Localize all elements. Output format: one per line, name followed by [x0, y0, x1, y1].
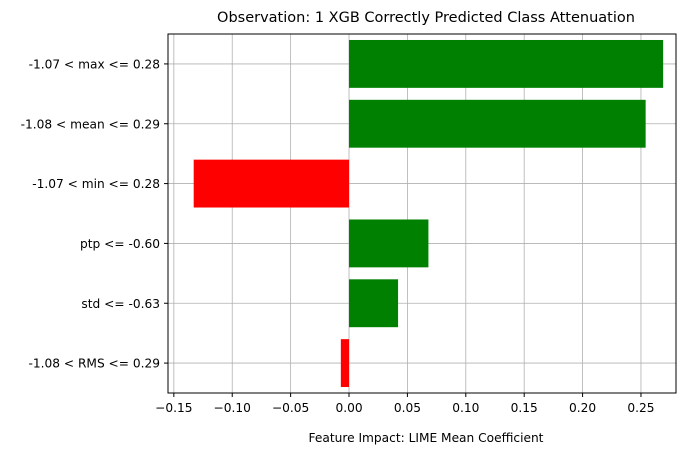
y-tick-label: -1.07 < max <= 0.28: [29, 57, 160, 71]
x-tick-label: 0.15: [511, 401, 538, 415]
bar: [340, 339, 350, 388]
x-tick-label: 0.10: [452, 401, 479, 415]
plot-frame: [167, 33, 677, 394]
x-axis-label: Feature Impact: LIME Mean Coefficient: [309, 431, 544, 445]
y-tick-label: std <= -0.63: [81, 297, 160, 311]
bar: [193, 159, 350, 208]
y-tick-label: -1.08 < RMS <= 0.29: [28, 357, 160, 371]
bar: [349, 99, 646, 148]
x-axis: −0.15 −0.10 −0.05 0.00 0.05 0.10 0.15 0.20 0.25: [155, 393, 655, 415]
bars: [193, 39, 664, 388]
x-tick-label: 0.25: [627, 401, 654, 415]
y-axis: -1.07 < max <= 0.28 -1.08 < mean <= 0.29 -…: [21, 57, 168, 371]
y-tick-label: ptp <= -0.60: [80, 237, 160, 251]
bar: [349, 279, 399, 328]
y-tick-label: -1.08 < mean <= 0.29: [21, 117, 160, 131]
y-tick-label: -1.07 < min <= 0.28: [32, 177, 160, 191]
bar: [349, 39, 664, 88]
chart-title: Observation: 1 XGB Correctly Predicted C…: [217, 10, 635, 26]
x-tick-label: 0.00: [335, 401, 362, 415]
x-tick-label: 0.05: [394, 401, 421, 415]
x-tick-label: −0.05: [272, 401, 309, 415]
bar: [349, 219, 429, 268]
x-tick-label: −0.10: [214, 401, 251, 415]
x-tick-label: −0.15: [155, 401, 192, 415]
x-tick-label: 0.20: [569, 401, 596, 415]
